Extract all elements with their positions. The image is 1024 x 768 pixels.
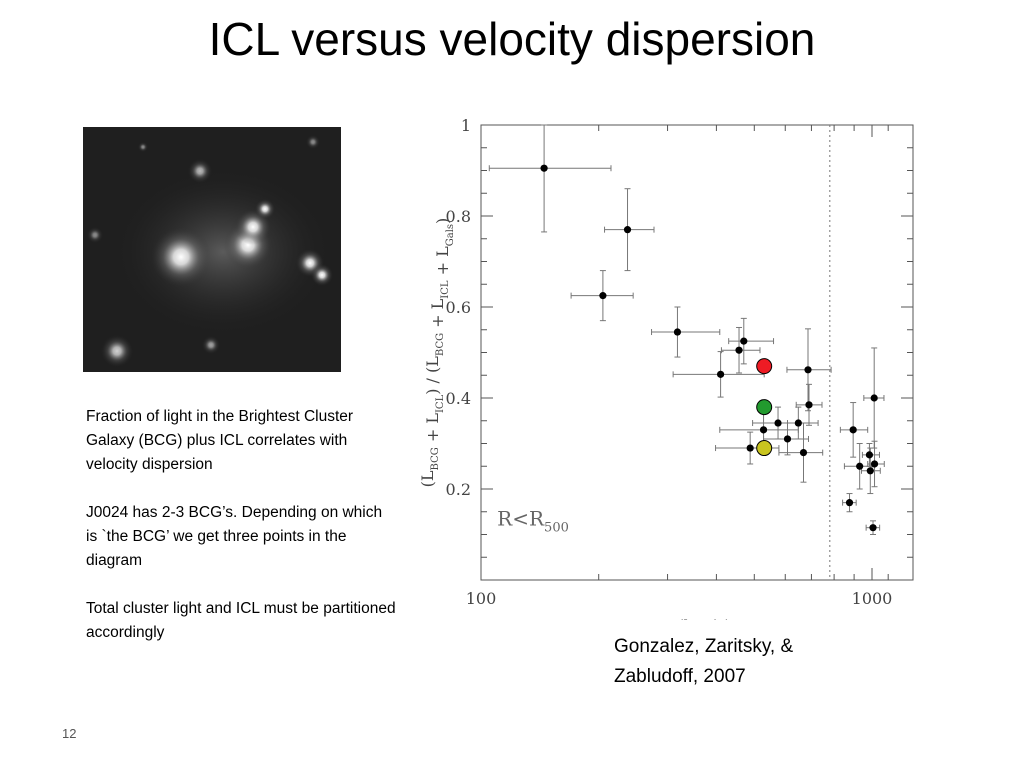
y-tick-label: 0.6 [446, 298, 471, 317]
y-axis-label: (LBCG + LICL) / (LBCG + LICL + LGals) [418, 218, 456, 488]
data-point [845, 499, 854, 507]
r500-annotation: R<R500 [497, 506, 569, 535]
data-point [799, 449, 808, 457]
y-tick-label: 0.2 [446, 480, 471, 499]
j0024-yellow-point [756, 440, 773, 457]
data-point [805, 401, 813, 409]
data-point [866, 467, 874, 475]
data-point [856, 462, 864, 470]
x-tick-label: 1000 [852, 589, 893, 608]
y-tick-label: 1 [461, 116, 471, 135]
description-text: Fraction of light in the Brightest Clust… [86, 405, 396, 669]
data-point [673, 328, 682, 336]
data-point [716, 370, 725, 378]
data-point [774, 419, 782, 427]
data-point [623, 226, 632, 234]
paragraph-j0024: J0024 has 2-3 BCG’s. Depending on which … [86, 504, 383, 569]
scatter-chart: 0.2 0.4 0.6 0.8 1 100 1000 σ(km/s) (LBCG + LICL)… [418, 116, 914, 620]
paragraph-bcg-fraction: Fraction of light in the Brightest Clust… [86, 408, 354, 473]
data-point [865, 451, 874, 459]
data-point [540, 164, 548, 172]
data-point [804, 366, 812, 374]
data-point [870, 394, 878, 402]
y-tick-label: 0.4 [446, 389, 471, 408]
data-point [783, 435, 792, 443]
x-tick-label: 100 [466, 589, 497, 608]
data-point [735, 346, 743, 354]
data-point [740, 337, 748, 345]
y-tick-label: 0.8 [446, 207, 471, 226]
data-point [759, 426, 768, 434]
slide-title: ICL versus velocity dispersion [208, 13, 816, 65]
x-axis-label: σ(km/s) [664, 617, 730, 620]
data-point [794, 419, 802, 427]
j0024-green-point [756, 399, 773, 416]
data-point [869, 524, 877, 532]
page-number: 12 [62, 726, 77, 741]
paragraph-partition: Total cluster light and ICL must be part… [86, 600, 396, 641]
data-point [870, 460, 879, 468]
citation: Gonzalez, Zaritsky, & Zabludoff, 2007 [614, 636, 794, 687]
data-point [849, 426, 857, 434]
data-point [599, 292, 607, 300]
data-point [746, 444, 754, 452]
j0024-red-point [756, 358, 773, 375]
galaxy-cluster-image [83, 127, 341, 372]
